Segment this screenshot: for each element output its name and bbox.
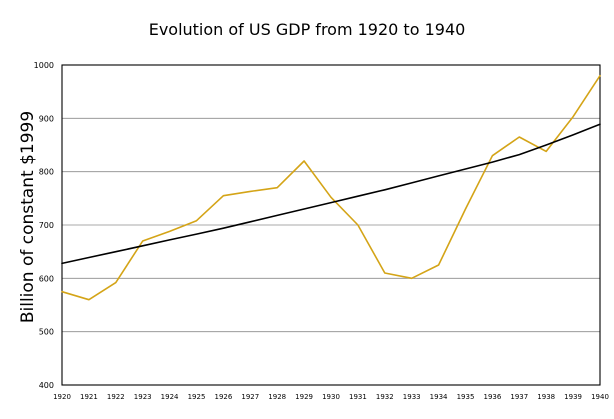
x-tick-label-1921: 1921 (80, 393, 98, 401)
x-tick-label-1928: 1928 (268, 393, 286, 401)
y-tick-label-1000: 1000 (34, 61, 54, 70)
y-tick-label-600: 600 (39, 274, 54, 283)
x-tick-label-1923: 1923 (134, 393, 152, 401)
trend-line (61, 123, 601, 265)
x-tick-label-1939: 1939 (564, 393, 582, 401)
x-tick-label-1936: 1936 (483, 393, 501, 401)
x-tick-label-1938: 1938 (537, 393, 555, 401)
x-tick-label-1927: 1927 (241, 393, 259, 401)
x-tick-label-1934: 1934 (430, 393, 448, 401)
y-tick-label-700: 700 (39, 221, 54, 230)
chart-title: Evolution of US GDP from 1920 to 1940 (148, 20, 466, 39)
x-tick-label-1920: 1920 (53, 393, 71, 401)
y-tick-label-900: 900 (39, 114, 54, 123)
gdp-line (61, 74, 601, 301)
x-tick-label-1940: 1940 (591, 393, 609, 401)
x-tick-label-1933: 1933 (403, 393, 421, 401)
y-tick-label-800: 800 (39, 168, 54, 177)
x-tick-label-1932: 1932 (376, 393, 394, 401)
x-tick-label-1937: 1937 (510, 393, 528, 401)
x-tick-label-1929: 1929 (295, 393, 313, 401)
x-tick-label-1935: 1935 (457, 393, 475, 401)
x-tick-label-1931: 1931 (349, 393, 367, 401)
x-tick-label-1925: 1925 (188, 393, 206, 401)
y-tick-label-500: 500 (39, 328, 54, 337)
plot-border (61, 64, 601, 386)
x-tick-label-1924: 1924 (161, 393, 179, 401)
x-tick-label-1930: 1930 (322, 393, 340, 401)
x-tick-label-1922: 1922 (107, 393, 125, 401)
x-tick-label-1926: 1926 (214, 393, 232, 401)
y-tick-label-400: 400 (39, 381, 54, 390)
